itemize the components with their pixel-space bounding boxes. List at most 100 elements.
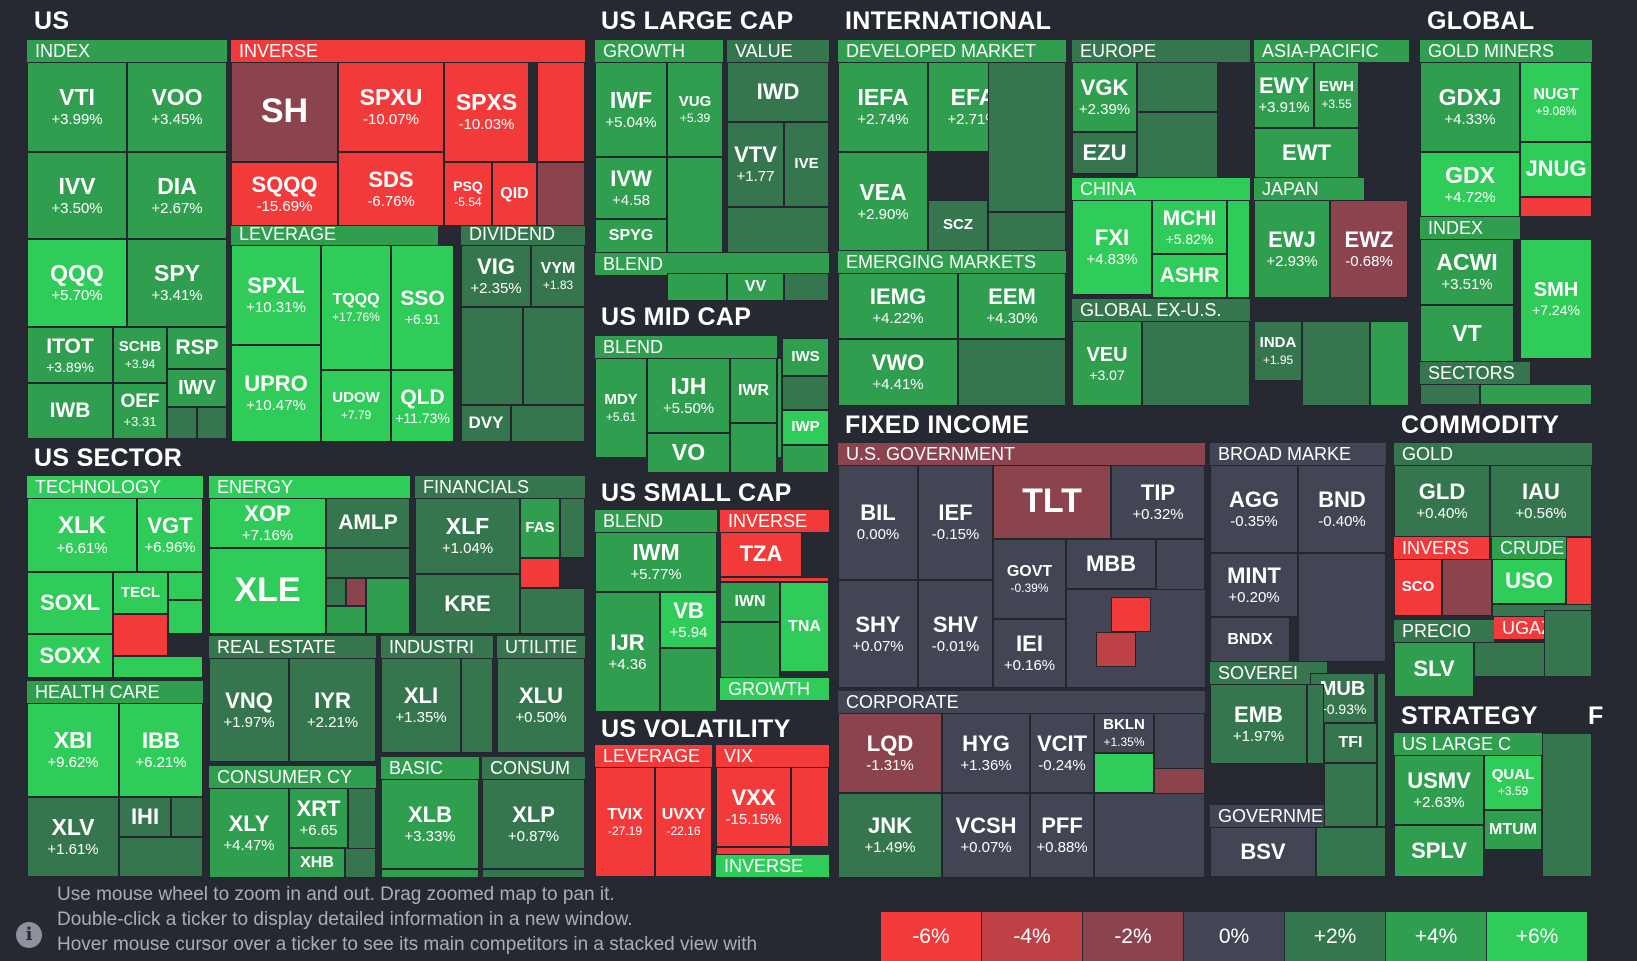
- ticker-tile-rsp[interactable]: RSP: [167, 327, 227, 369]
- ticker-tile-ijh[interactable]: IJH +5.50%: [647, 358, 730, 433]
- minor-ticker-tile[interactable]: [167, 407, 197, 439]
- ticker-tile-gdx[interactable]: GDX +4.72%: [1420, 152, 1520, 217]
- minor-ticker-tile[interactable]: [345, 848, 376, 878]
- ticker-tile-bkln[interactable]: BKLN +1.35%: [1094, 713, 1154, 753]
- ticker-tile-ivw[interactable]: IVW +4.58: [595, 157, 667, 219]
- ticker-tile-iei[interactable]: IEI +0.16%: [993, 619, 1066, 688]
- ticker-tile-tip[interactable]: TIP +0.32%: [1111, 465, 1205, 539]
- ticker-tile-nugt[interactable]: NUGT +9.08%: [1520, 62, 1592, 142]
- ticker-tile-xlv[interactable]: XLV +1.61%: [27, 797, 119, 877]
- minor-ticker-tile[interactable]: [1377, 673, 1386, 827]
- ticker-tile-xlb[interactable]: XLB +3.33%: [381, 779, 479, 869]
- ticker-tile-lqd[interactable]: LQD -1.31%: [838, 713, 942, 793]
- ticker-tile-psq[interactable]: PSQ -5.54: [444, 162, 492, 226]
- ticker-tile-spxl[interactable]: SPXL +10.31%: [231, 245, 321, 345]
- minor-ticker-tile[interactable]: [1227, 200, 1250, 298]
- minor-ticker-tile[interactable]: [113, 656, 203, 678]
- minor-ticker-tile[interactable]: [791, 767, 829, 847]
- ticker-tile-ihi[interactable]: IHI: [119, 797, 171, 837]
- ticker-tile-sco[interactable]: SCO: [1394, 559, 1442, 616]
- minor-ticker-tile[interactable]: [1442, 559, 1492, 616]
- ticker-tile-mtum[interactable]: MTUM: [1484, 810, 1542, 850]
- ticker-tile-gld[interactable]: GLD +0.40%: [1394, 465, 1490, 537]
- ticker-tile-jnk[interactable]: JNK +1.49%: [838, 793, 942, 878]
- minor-ticker-tile[interactable]: [366, 578, 410, 634]
- ticker-tile-usmv[interactable]: USMV +2.63%: [1394, 755, 1484, 825]
- minor-ticker-tile[interactable]: [988, 212, 1066, 251]
- ticker-tile-xle[interactable]: XLE: [209, 548, 326, 634]
- ticker-tile-qual[interactable]: QUAL +3.59: [1484, 755, 1542, 810]
- ticker-tile-ezu[interactable]: EZU: [1072, 132, 1137, 174]
- ticker-tile-xly[interactable]: XLY +4.47%: [209, 788, 289, 878]
- ticker-tile-vcit[interactable]: VCIT -0.24%: [1030, 713, 1094, 793]
- minor-ticker-tile[interactable]: [782, 376, 829, 410]
- ticker-tile-iemg[interactable]: IEMG +4.22%: [838, 273, 958, 339]
- ticker-tile-iwd[interactable]: IWD: [727, 62, 829, 122]
- ticker-tile-xlu[interactable]: XLU +0.50%: [497, 658, 585, 753]
- ticker-tile-ive[interactable]: IVE: [784, 122, 829, 207]
- ticker-tile-mchi[interactable]: MCHI +5.82%: [1152, 200, 1227, 254]
- minor-ticker-tile[interactable]: [168, 600, 203, 634]
- ticker-tile-ivv[interactable]: IVV +3.50%: [27, 152, 127, 239]
- ticker-tile-xlf[interactable]: XLF +1.04%: [415, 498, 520, 574]
- minor-ticker-tile[interactable]: [988, 62, 1066, 212]
- minor-ticker-tile[interactable]: [730, 423, 777, 473]
- ticker-tile-ibb[interactable]: IBB +6.21%: [119, 703, 203, 797]
- minor-ticker-tile[interactable]: [520, 558, 560, 588]
- minor-ticker-tile[interactable]: [326, 578, 346, 606]
- ticker-tile-uso[interactable]: USO: [1492, 559, 1566, 604]
- ticker-tile-iwp[interactable]: IWP: [782, 410, 829, 445]
- ticker-tile-ewh[interactable]: EWH +3.55: [1314, 62, 1359, 128]
- ticker-tile-eem[interactable]: EEM +4.30%: [958, 273, 1066, 339]
- minor-ticker-tile[interactable]: [482, 869, 585, 878]
- minor-ticker-tile[interactable]: [537, 162, 585, 226]
- ticker-tile-bnd[interactable]: BND -0.40%: [1298, 465, 1386, 553]
- ticker-tile-iwn[interactable]: IWN: [720, 582, 780, 622]
- minor-ticker-tile[interactable]: [537, 62, 585, 162]
- ticker-tile-xlk[interactable]: XLK +6.61%: [27, 498, 137, 572]
- ticker-tile-jnug[interactable]: JNUG: [1520, 142, 1592, 197]
- ticker-tile-shv[interactable]: SHV -0.01%: [918, 580, 993, 688]
- minor-ticker-tile[interactable]: [1302, 321, 1370, 406]
- ticker-tile-qqq[interactable]: QQQ +5.70%: [27, 239, 127, 327]
- ticker-tile-vv[interactable]: VV: [727, 273, 784, 301]
- ticker-tile-ijr[interactable]: IJR +4.36: [595, 592, 660, 712]
- ticker-tile-emb[interactable]: EMB +1.97%: [1210, 684, 1307, 764]
- minor-ticker-tile[interactable]: [1111, 597, 1151, 632]
- ticker-tile-kre[interactable]: KRE: [415, 574, 520, 634]
- ticker-tile-mdy[interactable]: MDY +5.61: [595, 358, 647, 458]
- ticker-tile-sds[interactable]: SDS -6.76%: [338, 152, 444, 226]
- ticker-tile-xrt[interactable]: XRT +6.65: [289, 788, 348, 848]
- ticker-tile-xop[interactable]: XOP +7.16%: [209, 498, 326, 548]
- minor-ticker-tile[interactable]: [727, 207, 829, 253]
- ticker-tile-tfi[interactable]: TFI: [1324, 723, 1377, 763]
- ticker-tile-hyg[interactable]: HYG +1.36%: [942, 713, 1030, 793]
- ticker-tile-fxi[interactable]: FXI +4.83%: [1072, 200, 1152, 295]
- ticker-tile-shy[interactable]: SHY +0.07%: [838, 580, 918, 688]
- ticker-tile-vnq[interactable]: VNQ +1.97%: [209, 658, 289, 762]
- minor-ticker-tile[interactable]: [381, 869, 479, 878]
- minor-ticker-tile[interactable]: [1566, 537, 1592, 617]
- ticker-tile-xhb[interactable]: XHB: [289, 848, 345, 878]
- minor-ticker-tile[interactable]: [168, 572, 203, 600]
- minor-ticker-tile[interactable]: [1137, 62, 1218, 112]
- ticker-tile-vb[interactable]: VB +5.94: [660, 592, 717, 648]
- minor-ticker-tile[interactable]: [716, 847, 791, 855]
- minor-ticker-tile[interactable]: [560, 498, 585, 558]
- ticker-tile-veu[interactable]: VEU +3.07: [1072, 321, 1142, 406]
- minor-ticker-tile[interactable]: [784, 273, 829, 301]
- ticker-tile-spy[interactable]: SPY +3.41%: [127, 239, 227, 327]
- minor-ticker-tile[interactable]: [1298, 553, 1386, 662]
- minor-ticker-tile[interactable]: [1137, 112, 1218, 178]
- ticker-tile-uvxy[interactable]: UVXY -22.16: [655, 767, 712, 877]
- ticker-tile-ashr[interactable]: ASHR: [1152, 254, 1227, 298]
- ticker-tile-iwv[interactable]: IWV: [167, 369, 227, 407]
- ticker-tile-fas[interactable]: FAS: [520, 498, 560, 558]
- ticker-tile-bsv[interactable]: BSV: [1210, 827, 1316, 877]
- minor-ticker-tile[interactable]: [667, 157, 723, 253]
- minor-ticker-tile[interactable]: [720, 577, 829, 582]
- ticker-tile-govt[interactable]: GOVT -0.39%: [993, 539, 1066, 619]
- minor-ticker-tile[interactable]: [520, 588, 585, 634]
- minor-ticker-tile[interactable]: [958, 339, 1066, 406]
- ticker-tile-smh[interactable]: SMH +7.24%: [1520, 239, 1592, 359]
